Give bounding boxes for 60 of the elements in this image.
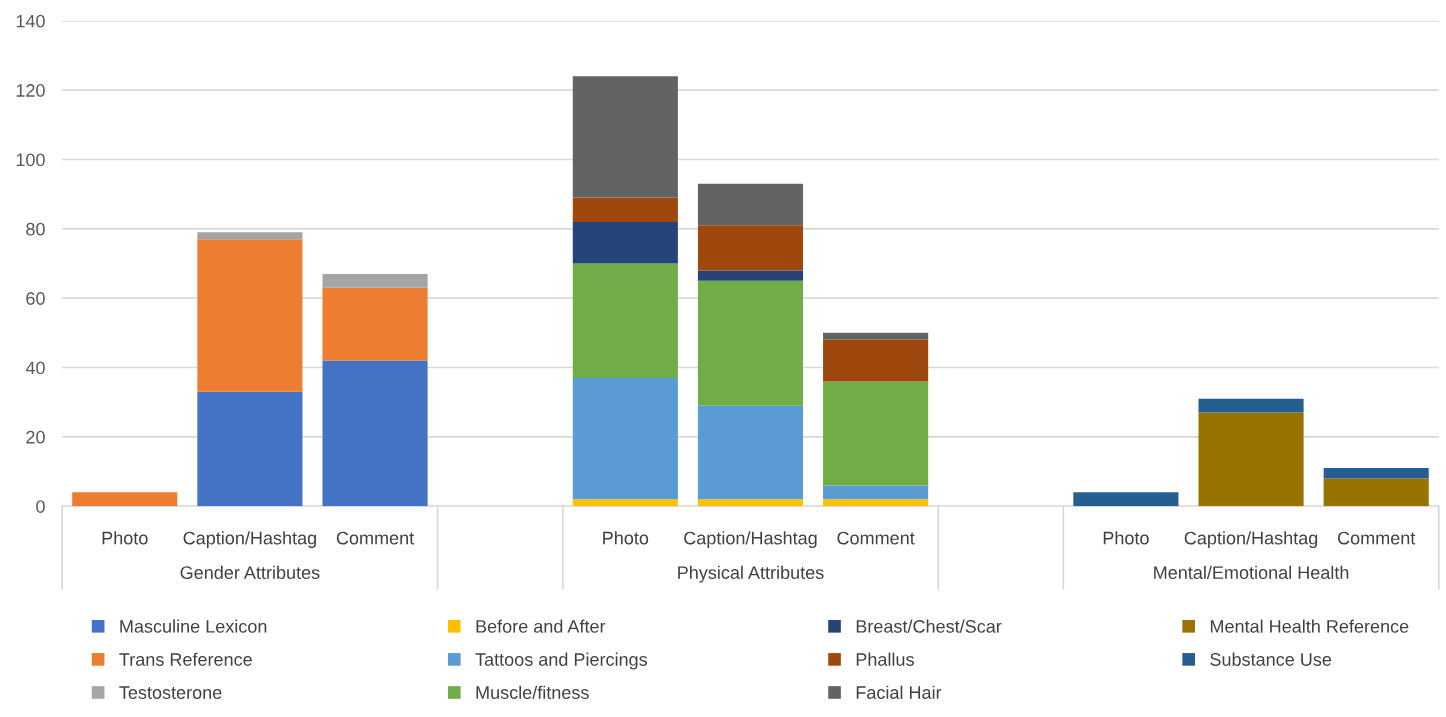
bar xyxy=(72,492,178,507)
bar xyxy=(1198,412,1304,507)
x-tick-label: Caption/Hashtag xyxy=(183,531,316,549)
legend-label: Substance Use xyxy=(1210,652,1332,666)
x-tick-label: Caption/Hashtag xyxy=(1184,531,1318,549)
y-tick-label: 20 xyxy=(26,430,45,444)
legend-label: Phallus xyxy=(856,652,914,666)
bar xyxy=(197,391,303,507)
bar xyxy=(197,232,303,240)
x-tick-label: Comment xyxy=(837,531,915,545)
x-tick-label: Photo xyxy=(603,531,649,545)
bar xyxy=(572,499,678,507)
legend-label: Before and After xyxy=(476,619,606,633)
x-tick-label: Photo xyxy=(1103,531,1149,545)
legend-label: Breast/Chest/Scar xyxy=(856,619,1002,633)
bar xyxy=(823,381,929,486)
legend-label: Tattoos and Piercings xyxy=(475,652,648,670)
x-tick-label: Comment xyxy=(1337,531,1416,545)
y-tick-label: 140 xyxy=(16,14,45,28)
bar xyxy=(1323,468,1429,479)
y-tick-label: 40 xyxy=(25,361,45,375)
legend-label: Trans Reference xyxy=(119,652,252,666)
y-tick-label: 100 xyxy=(16,153,45,167)
text: Physical Attributes xyxy=(678,565,824,583)
bar xyxy=(697,499,804,507)
legend-label: Masculine Lexicon xyxy=(120,619,267,633)
x-tick-label: Comment xyxy=(336,531,415,545)
bar xyxy=(697,270,804,281)
bar xyxy=(322,360,428,507)
y-tick-label: 0 xyxy=(36,500,45,513)
bar xyxy=(823,339,929,382)
y-tick-label: 60 xyxy=(26,292,45,305)
text: Gender Attributes xyxy=(180,565,320,580)
bar xyxy=(572,377,678,500)
bar xyxy=(697,225,804,271)
bar xyxy=(1198,398,1304,413)
bar xyxy=(823,485,929,500)
bar xyxy=(197,239,303,392)
y-tick-label: 120 xyxy=(16,84,45,97)
bar xyxy=(1323,478,1429,507)
bar xyxy=(322,287,428,361)
bar xyxy=(572,76,678,198)
bar xyxy=(697,183,804,226)
x-tick-label: Photo xyxy=(102,531,148,545)
legend-label: Testosterone xyxy=(119,686,222,699)
bar xyxy=(697,405,804,500)
legend-label: Facial Hair xyxy=(856,685,942,699)
bar xyxy=(1073,492,1179,507)
legend-label: Mental Health Reference xyxy=(1210,619,1409,633)
text: Mental/Emotional Health xyxy=(1154,565,1349,580)
bar xyxy=(823,332,929,340)
bar xyxy=(823,499,929,507)
legend-label: Muscle/fitness xyxy=(476,685,589,699)
y-tick-label: 80 xyxy=(26,222,45,236)
x-tick-label: Caption/Hashtag xyxy=(684,531,817,549)
bar xyxy=(572,221,678,264)
bar xyxy=(697,280,804,406)
bar xyxy=(572,263,678,378)
bar xyxy=(572,197,678,222)
bar xyxy=(322,273,428,288)
